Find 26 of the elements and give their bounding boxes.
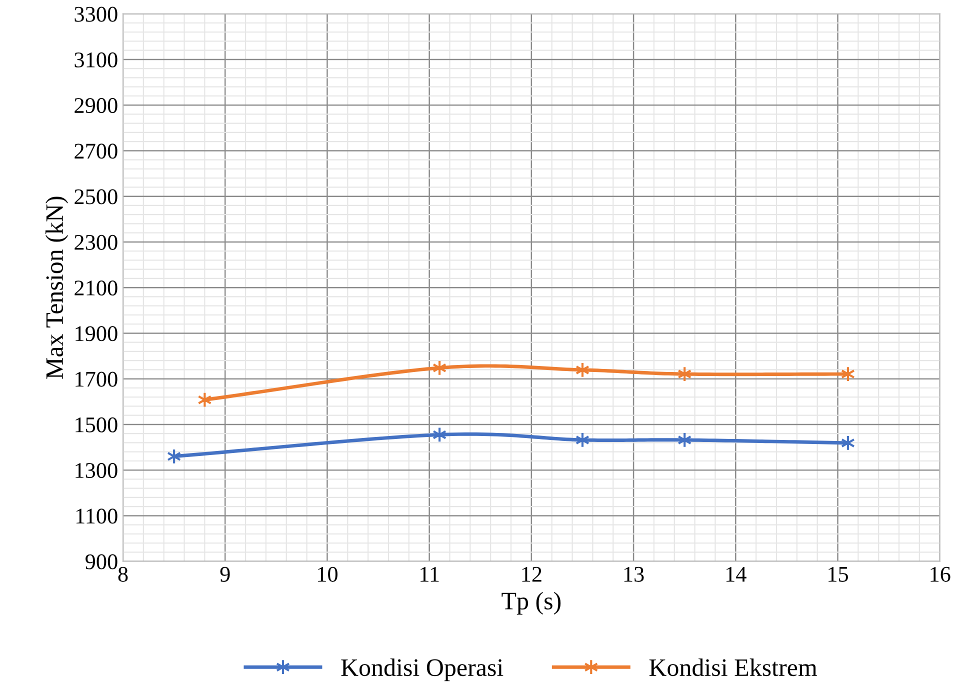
x-axis-title: Tp (s) (502, 592, 561, 615)
y-tick-label: 2900 (74, 98, 118, 114)
legend-label: Kondisi Ekstrem (649, 658, 817, 676)
y-tick-label: 2500 (74, 189, 118, 204)
y-axis-title: Max Tension (kN) (45, 196, 68, 379)
y-tick-label: 2700 (74, 144, 118, 159)
x-tick-label: 11 (420, 566, 439, 582)
y-tick-label: 3100 (74, 52, 118, 68)
legend-label: Kondisi Operasi (341, 658, 504, 682)
y-tick-label: 1500 (76, 417, 118, 432)
x-tick-label: 16 (930, 566, 950, 582)
y-tick-label: 2100 (74, 280, 118, 296)
x-tick-label: 8 (118, 566, 128, 582)
y-tick-label: 900 (86, 554, 118, 570)
y-tick-label: 2300 (74, 234, 118, 250)
y-tick-label: 3300 (74, 6, 118, 22)
y-tick-label: 1900 (76, 326, 118, 342)
y-tick-label: 1100 (76, 508, 118, 524)
x-tick-label: 12 (522, 566, 542, 582)
x-tick-label: 9 (220, 566, 230, 582)
y-tick-label: 1300 (76, 463, 118, 478)
x-tick-label: 13 (624, 566, 644, 582)
x-tick-label: 14 (726, 566, 746, 582)
y-tick-label: 1700 (76, 372, 118, 387)
x-tick-label: 15 (828, 566, 848, 582)
x-tick-label: 10 (318, 566, 338, 582)
